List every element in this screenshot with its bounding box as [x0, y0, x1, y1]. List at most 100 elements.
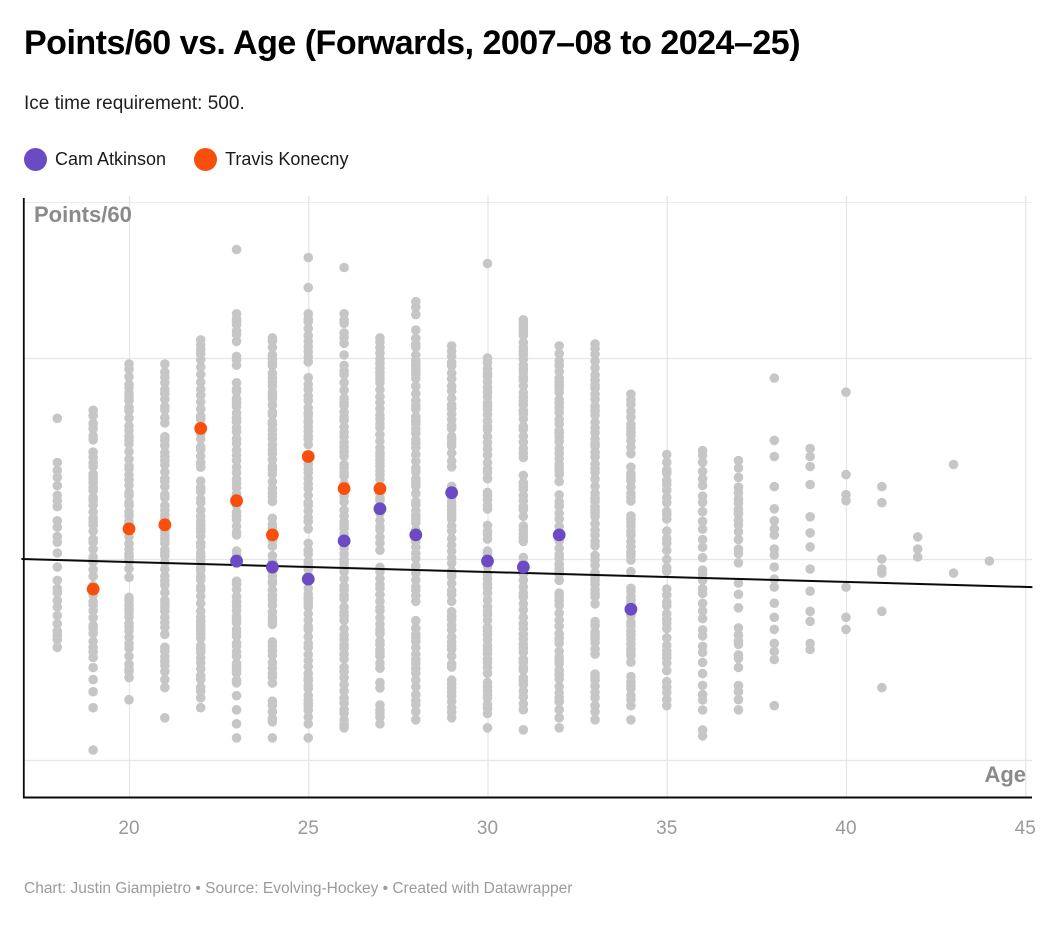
background-data-point[interactable]	[841, 469, 851, 480]
background-data-point[interactable]	[697, 524, 708, 534]
background-data-point[interactable]	[733, 653, 744, 664]
background-data-point[interactable]	[88, 702, 98, 713]
background-data-point[interactable]	[88, 544, 98, 554]
background-data-point[interactable]	[195, 575, 206, 585]
background-data-point[interactable]	[339, 723, 349, 733]
background-data-point[interactable]	[339, 615, 349, 626]
background-data-point[interactable]	[195, 486, 206, 497]
background-data-point[interactable]	[805, 461, 815, 472]
background-data-point[interactable]	[877, 606, 887, 617]
background-data-point[interactable]	[590, 599, 600, 609]
background-data-point[interactable]	[518, 665, 529, 675]
background-data-point[interactable]	[339, 369, 349, 380]
background-data-point[interactable]	[482, 450, 493, 460]
background-data-point[interactable]	[482, 693, 493, 703]
background-data-point[interactable]	[518, 605, 529, 615]
background-data-point[interactable]	[733, 534, 744, 545]
highlight-data-point[interactable]	[552, 528, 566, 542]
background-data-point[interactable]	[769, 530, 780, 540]
background-data-point[interactable]	[805, 528, 815, 538]
background-data-point[interactable]	[52, 548, 63, 558]
background-data-point[interactable]	[124, 672, 134, 683]
background-data-point[interactable]	[446, 533, 457, 544]
background-data-point[interactable]	[88, 564, 98, 575]
background-data-point[interactable]	[160, 587, 170, 598]
background-data-point[interactable]	[160, 713, 170, 723]
background-data-point[interactable]	[339, 654, 349, 664]
background-data-point[interactable]	[303, 357, 314, 367]
background-data-point[interactable]	[375, 545, 385, 555]
background-data-point[interactable]	[661, 700, 672, 711]
background-data-point[interactable]	[124, 491, 134, 501]
background-data-point[interactable]	[446, 644, 457, 655]
background-data-point[interactable]	[124, 563, 134, 574]
background-data-point[interactable]	[411, 615, 421, 626]
background-data-point[interactable]	[518, 536, 529, 547]
background-data-point[interactable]	[697, 657, 708, 668]
background-data-point[interactable]	[733, 589, 744, 600]
background-data-point[interactable]	[267, 541, 278, 551]
background-data-point[interactable]	[661, 566, 672, 577]
background-data-point[interactable]	[52, 465, 63, 476]
background-data-point[interactable]	[411, 668, 421, 678]
background-data-point[interactable]	[446, 423, 457, 434]
highlight-data-point[interactable]	[301, 572, 315, 586]
background-data-point[interactable]	[375, 606, 385, 616]
background-data-point[interactable]	[948, 459, 959, 470]
background-data-point[interactable]	[697, 588, 708, 599]
background-data-point[interactable]	[124, 651, 134, 661]
background-data-point[interactable]	[877, 682, 887, 693]
background-data-point[interactable]	[518, 381, 529, 391]
background-data-point[interactable]	[769, 624, 780, 635]
background-data-point[interactable]	[733, 455, 744, 466]
background-data-point[interactable]	[697, 631, 708, 641]
background-data-point[interactable]	[52, 562, 63, 572]
background-data-point[interactable]	[339, 593, 349, 604]
background-data-point[interactable]	[626, 700, 636, 711]
background-data-point[interactable]	[661, 538, 672, 549]
background-data-point[interactable]	[160, 481, 170, 492]
background-data-point[interactable]	[160, 378, 170, 388]
background-data-point[interactable]	[769, 638, 780, 649]
background-data-point[interactable]	[303, 661, 314, 672]
background-data-point[interactable]	[88, 537, 98, 547]
background-data-point[interactable]	[231, 584, 242, 595]
background-data-point[interactable]	[661, 457, 672, 468]
background-data-point[interactable]	[805, 616, 815, 627]
background-data-point[interactable]	[195, 354, 206, 365]
background-data-point[interactable]	[805, 586, 815, 596]
background-data-point[interactable]	[411, 481, 421, 492]
background-data-point[interactable]	[482, 504, 493, 514]
background-data-point[interactable]	[446, 571, 457, 582]
background-data-point[interactable]	[411, 325, 421, 335]
background-data-point[interactable]	[411, 309, 421, 320]
highlight-data-point[interactable]	[86, 582, 100, 596]
highlight-data-point[interactable]	[301, 450, 315, 463]
background-data-point[interactable]	[697, 606, 708, 616]
background-data-point[interactable]	[554, 696, 564, 707]
background-data-point[interactable]	[411, 682, 421, 692]
background-data-point[interactable]	[626, 399, 636, 410]
background-data-point[interactable]	[697, 668, 708, 679]
background-data-point[interactable]	[697, 705, 708, 715]
background-data-point[interactable]	[52, 602, 63, 612]
background-data-point[interactable]	[554, 476, 564, 487]
highlight-data-point[interactable]	[337, 482, 351, 496]
background-data-point[interactable]	[626, 496, 636, 506]
background-data-point[interactable]	[88, 662, 98, 673]
background-data-point[interactable]	[482, 457, 493, 468]
background-data-point[interactable]	[518, 505, 529, 515]
background-data-point[interactable]	[231, 386, 242, 397]
background-data-point[interactable]	[124, 446, 134, 457]
background-data-point[interactable]	[267, 650, 278, 661]
background-data-point[interactable]	[195, 444, 206, 455]
background-data-point[interactable]	[661, 449, 672, 460]
background-data-point[interactable]	[697, 457, 708, 468]
background-data-point[interactable]	[124, 612, 134, 622]
background-data-point[interactable]	[267, 469, 278, 479]
background-data-point[interactable]	[697, 613, 708, 624]
highlight-data-point[interactable]	[409, 528, 423, 542]
background-data-point[interactable]	[267, 342, 278, 353]
background-data-point[interactable]	[303, 712, 314, 722]
background-data-point[interactable]	[446, 386, 457, 396]
